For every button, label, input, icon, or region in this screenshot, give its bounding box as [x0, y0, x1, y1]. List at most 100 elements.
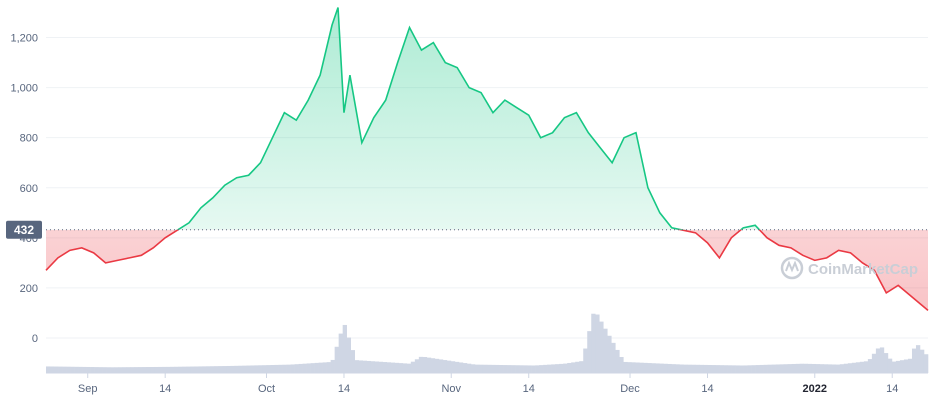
- volume-bar: [58, 366, 63, 373]
- volume-bar: [915, 345, 921, 373]
- y-tick-label: 800: [20, 133, 38, 145]
- volume-bar: [643, 362, 648, 373]
- volume-bar: [779, 364, 784, 373]
- volume-bar: [438, 359, 444, 373]
- volume-bar: [94, 367, 99, 373]
- volume-bar: [699, 364, 704, 373]
- price-line-up: [176, 7, 761, 230]
- volume-bar: [571, 362, 576, 373]
- volume-bar: [366, 360, 372, 373]
- volume-bar: [310, 363, 315, 373]
- volume-bar: [631, 362, 636, 373]
- volume-bar: [807, 363, 813, 373]
- price-area-above: [46, 7, 928, 230]
- coinmarketcap-logo-mark: [785, 260, 799, 273]
- volume-bar: [543, 364, 548, 373]
- volume-bar: [775, 364, 780, 373]
- volume-bar: [98, 367, 103, 373]
- volume-bar: [619, 357, 624, 373]
- volume-bar: [274, 364, 279, 373]
- coinmarketcap-logo-icon: [780, 256, 804, 280]
- volume-bar: [675, 364, 680, 373]
- volume-bar: [62, 366, 67, 373]
- volume-bar: [382, 362, 388, 373]
- volume-bar: [855, 362, 861, 373]
- volume-bar: [130, 367, 135, 373]
- volume-bar: [563, 363, 568, 373]
- volume-bar: [719, 365, 724, 373]
- volume-bar: [579, 361, 584, 373]
- volume-bar: [70, 366, 75, 373]
- volume-bar: [342, 324, 347, 373]
- volume-bar: [90, 367, 95, 373]
- volume-bar: [362, 360, 368, 373]
- volume-bar: [146, 367, 151, 373]
- volume-bars: [46, 313, 929, 373]
- volume-bar: [703, 364, 708, 373]
- volume-bar: [623, 361, 628, 373]
- volume-bar: [723, 365, 728, 373]
- volume-bar: [350, 350, 355, 373]
- volume-bar: [134, 367, 139, 373]
- volume-bar: [655, 363, 660, 373]
- volume-bar: [691, 364, 696, 373]
- volume-bar: [442, 360, 448, 373]
- volume-bar: [791, 363, 796, 373]
- volume-bar: [803, 363, 809, 373]
- volume-bar: [539, 365, 544, 373]
- volume-bar: [639, 362, 644, 373]
- volume-bar: [827, 364, 833, 373]
- volume-bar: [66, 366, 71, 373]
- volume-bar: [727, 365, 732, 373]
- volume-bar: [78, 366, 83, 373]
- volume-bar: [466, 363, 472, 373]
- volume-bar: [911, 348, 917, 373]
- volume-bar: [491, 364, 496, 373]
- volume-bar: [875, 348, 881, 373]
- volume-bar: [819, 364, 825, 373]
- volume-bar: [418, 356, 424, 373]
- volume-bar: [883, 353, 889, 373]
- volume-bar: [434, 358, 440, 373]
- volume-bar: [683, 364, 688, 373]
- volume-bar: [354, 360, 360, 373]
- volume-bar: [559, 363, 564, 373]
- volume-bar: [495, 364, 500, 373]
- volume-bar: [446, 360, 452, 373]
- y-tick-label: 1,200: [10, 33, 38, 45]
- volume-bar: [102, 367, 107, 373]
- x-tick-label: 14: [886, 383, 898, 395]
- volume-bar: [815, 364, 821, 373]
- volume-bar: [458, 362, 464, 373]
- volume-bar: [611, 342, 616, 373]
- volume-bar: [919, 349, 925, 373]
- volume-bar: [659, 363, 664, 373]
- volume-bar: [330, 359, 335, 373]
- volume-bar: [663, 363, 668, 373]
- x-tick-label: Nov: [441, 383, 461, 395]
- volume-bar: [523, 365, 528, 373]
- volume-bar: [787, 364, 792, 373]
- volume-bar: [715, 365, 720, 373]
- volume-bar: [314, 362, 319, 373]
- volume-bar: [891, 361, 897, 373]
- volume-bar: [238, 365, 243, 373]
- volume-bar: [595, 314, 600, 373]
- volume-bar: [190, 366, 195, 373]
- volume-bar: [835, 364, 841, 373]
- volume-bar: [186, 366, 191, 373]
- volume-bar: [230, 365, 235, 373]
- volume-bar: [282, 364, 287, 373]
- volume-bar: [214, 366, 219, 373]
- price-area-below: [46, 229, 928, 311]
- baseline-badge: [6, 220, 42, 239]
- volume-bar: [482, 364, 488, 373]
- volume-bar: [583, 348, 588, 373]
- x-tick-label: 14: [159, 383, 171, 395]
- volume-bar: [430, 358, 436, 373]
- volume-bar: [771, 364, 776, 373]
- volume-bar: [202, 366, 207, 373]
- volume-bar: [707, 364, 712, 373]
- volume-bar: [406, 363, 412, 373]
